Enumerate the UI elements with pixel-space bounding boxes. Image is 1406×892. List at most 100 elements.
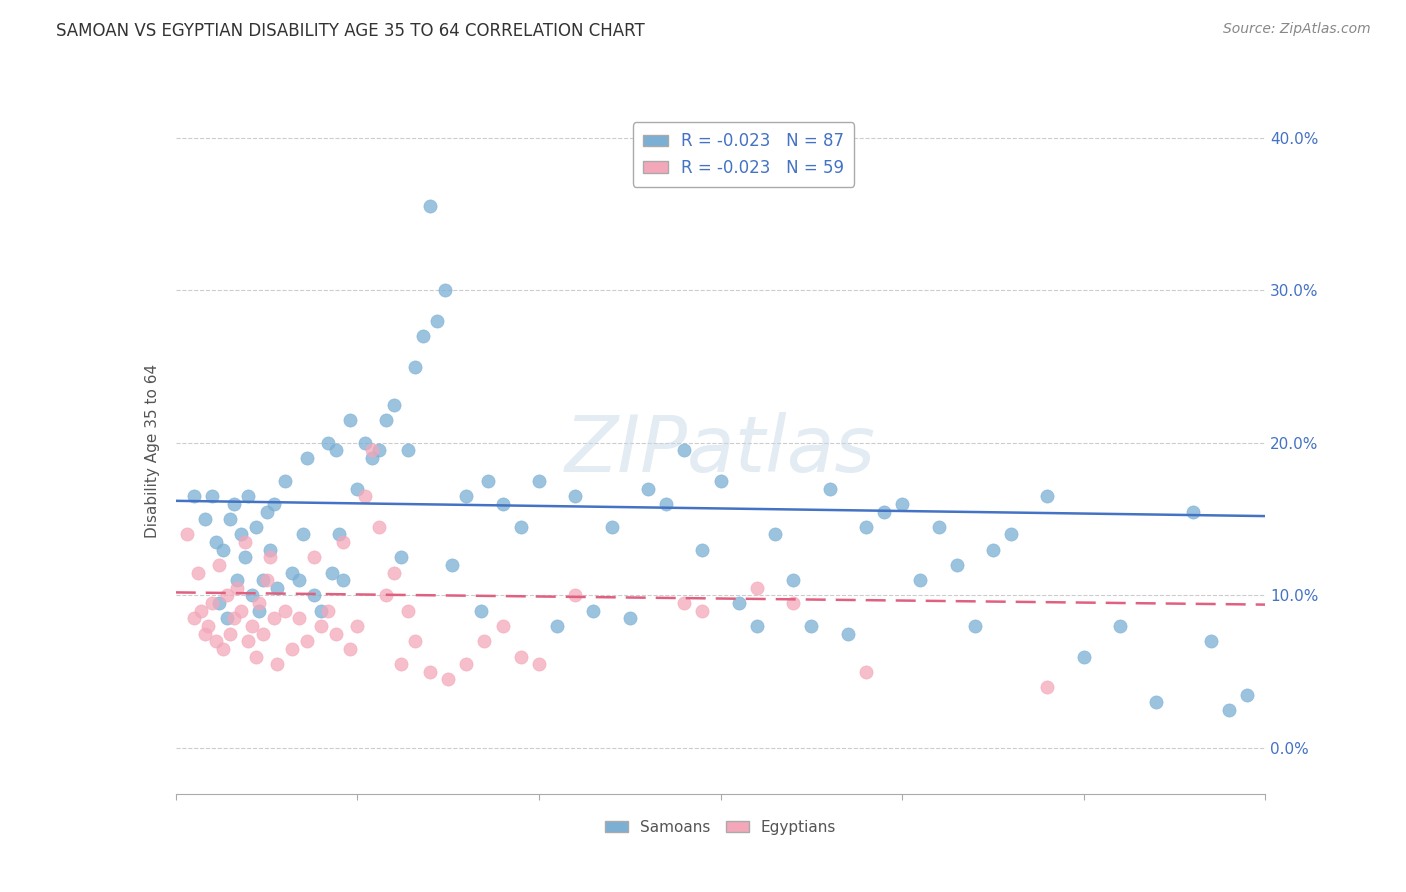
Point (231, 527, 253, 541)
Point (274, 604, 297, 618)
Point (288, 573, 311, 587)
Point (194, 512, 217, 526)
Point (440, 558, 463, 572)
Point (564, 489, 586, 503)
Point (259, 550, 281, 565)
Point (1036, 680, 1059, 694)
Point (800, 619, 823, 633)
Point (222, 497, 245, 511)
Point (194, 626, 217, 640)
Point (183, 489, 205, 503)
Point (259, 542, 281, 557)
Point (396, 443, 419, 458)
Point (186, 566, 209, 580)
Point (405, 359, 427, 374)
Point (233, 550, 256, 565)
Point (527, 474, 550, 488)
Point (433, 283, 456, 297)
Point (782, 573, 804, 587)
Point (176, 527, 198, 541)
Legend: Samoans, Egyptians: Samoans, Egyptians (599, 814, 842, 841)
Point (546, 619, 568, 633)
Point (509, 649, 531, 664)
Point (252, 573, 274, 587)
Point (928, 520, 950, 534)
Point (252, 626, 274, 640)
Point (1036, 489, 1059, 503)
Point (763, 527, 786, 541)
Point (375, 589, 398, 603)
Point (509, 520, 531, 534)
Point (266, 657, 288, 672)
Point (891, 497, 914, 511)
Point (492, 497, 515, 511)
Point (247, 604, 270, 618)
Point (1181, 504, 1204, 518)
Point (353, 435, 375, 450)
Point (910, 573, 932, 587)
Point (692, 542, 714, 557)
Point (1000, 527, 1022, 541)
Point (745, 581, 768, 595)
Point (309, 619, 332, 633)
Point (226, 573, 249, 587)
Point (219, 626, 242, 640)
Point (346, 482, 368, 496)
Point (353, 489, 375, 503)
Point (1236, 688, 1258, 702)
Point (396, 604, 419, 618)
Point (295, 634, 318, 648)
Point (183, 611, 205, 625)
Point (981, 542, 1004, 557)
Point (637, 482, 659, 496)
Point (477, 474, 499, 488)
Point (619, 611, 641, 625)
Point (240, 589, 263, 603)
Point (208, 558, 231, 572)
Point (240, 619, 263, 633)
Point (339, 413, 361, 427)
Point (263, 611, 285, 625)
Point (361, 443, 384, 458)
Point (375, 413, 398, 427)
Point (855, 520, 877, 534)
Point (368, 520, 391, 534)
Point (1073, 649, 1095, 664)
Point (412, 329, 434, 343)
Point (212, 641, 235, 656)
Point (212, 542, 235, 557)
Point (382, 398, 405, 412)
Point (782, 596, 804, 610)
Point (295, 451, 318, 466)
Point (238, 634, 260, 648)
Point (963, 619, 986, 633)
Point (710, 474, 733, 488)
Point (361, 451, 384, 466)
Point (204, 634, 226, 648)
Point (339, 641, 361, 656)
Point (727, 596, 749, 610)
Point (419, 199, 441, 213)
Point (325, 443, 347, 458)
Point (197, 619, 219, 633)
Point (492, 619, 515, 633)
Point (226, 581, 249, 595)
Point (309, 604, 332, 618)
Point (263, 497, 285, 511)
Point (745, 619, 768, 633)
Point (215, 589, 238, 603)
Point (419, 665, 441, 679)
Point (245, 520, 267, 534)
Text: ZIPatlas: ZIPatlas (565, 412, 876, 489)
Point (655, 497, 678, 511)
Point (873, 504, 896, 518)
Point (564, 589, 586, 603)
Point (245, 649, 267, 664)
Point (1218, 703, 1240, 717)
Point (302, 550, 325, 565)
Point (1109, 619, 1132, 633)
Point (426, 314, 449, 328)
Point (215, 611, 238, 625)
Point (233, 535, 256, 549)
Point (256, 573, 278, 587)
